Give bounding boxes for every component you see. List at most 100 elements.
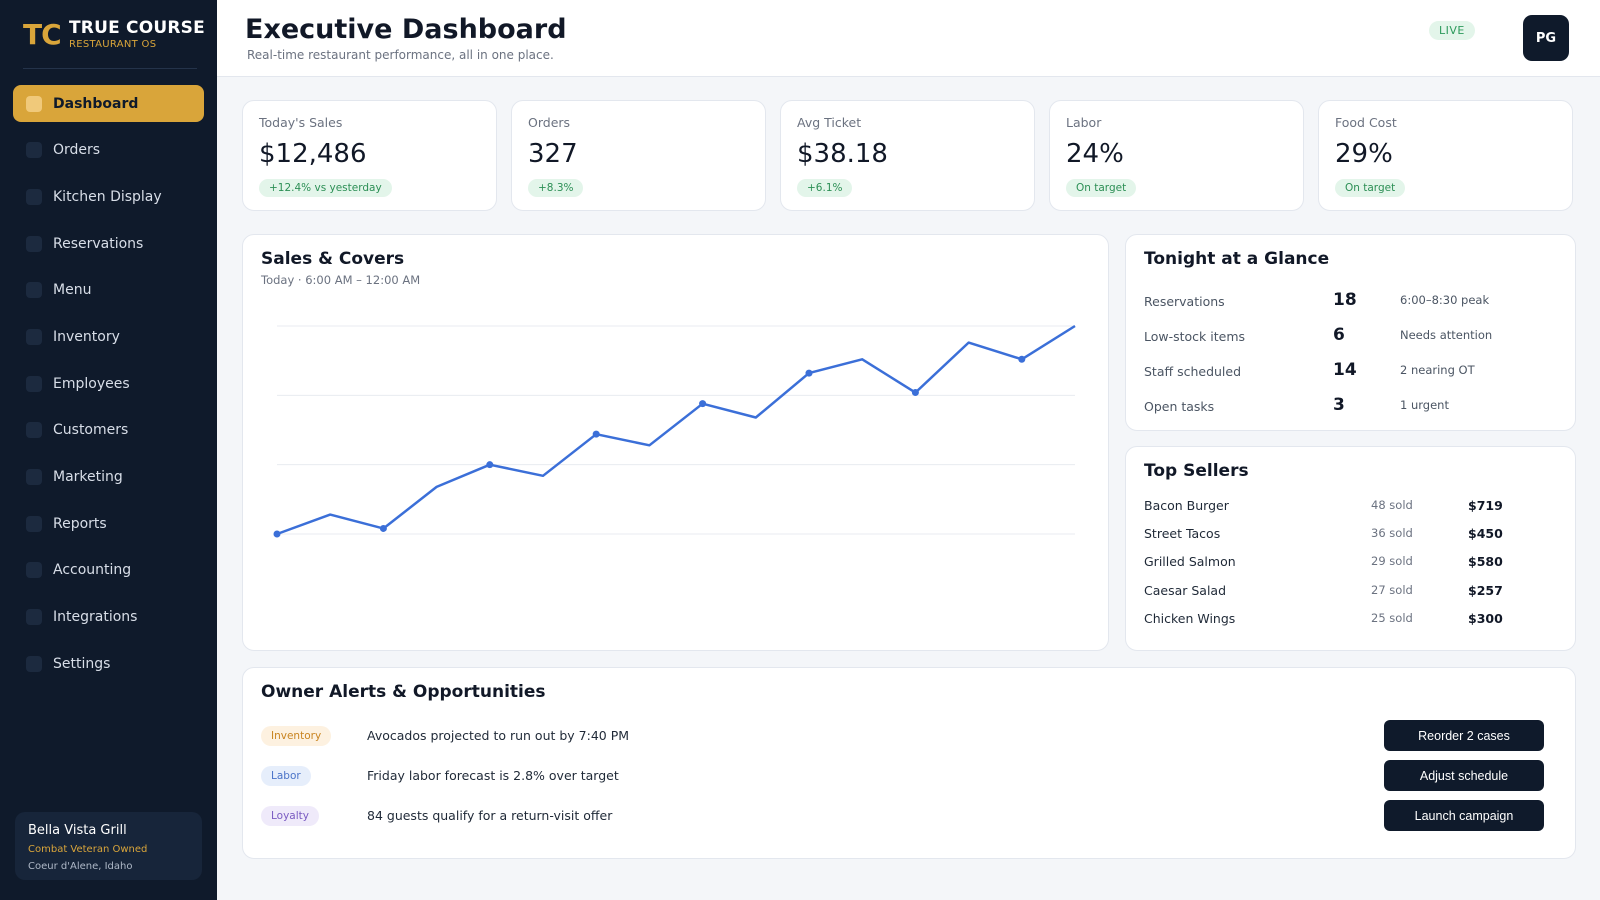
integrations-icon	[26, 609, 42, 626]
alerts-title: Owner Alerts & Opportunities	[261, 682, 546, 702]
dashboard-icon	[26, 95, 42, 112]
glance-label: Staff scheduled	[1144, 364, 1242, 379]
kpi-status-badge: On target	[1335, 179, 1406, 197]
sidebar: TC TRUE COURSE RESTAURANT OS Dashboard O…	[0, 0, 217, 900]
glance-label: Reservations	[1144, 294, 1225, 309]
kpi-label: Today's Sales	[259, 115, 343, 130]
sidebar-item-label: Inventory	[53, 328, 120, 345]
adjust-schedule-button[interactable]: Adjust schedule	[1384, 760, 1544, 791]
live-badge: LIVE	[1429, 21, 1475, 40]
glance-note: Needs attention	[1400, 328, 1493, 342]
kpi-card-labor[interactable]: Labor 24% On target	[1049, 100, 1304, 211]
kpi-value: $38.18	[797, 139, 888, 169]
kpi-label: Food Cost	[1335, 115, 1397, 130]
sidebar-item-label: Reservations	[53, 235, 144, 252]
kpi-delta-badge: +12.4% vs yesterday	[259, 179, 392, 197]
reservations-icon	[26, 235, 42, 252]
chart-point[interactable]	[911, 389, 919, 397]
glance-row-reservations[interactable]: Reservations 18 6:00–8:30 peak	[1144, 290, 1554, 312]
kpi-card-avg-ticket[interactable]: Avg Ticket $38.18 +6.1%	[780, 100, 1035, 211]
sidebar-item-dashboard[interactable]: Dashboard	[13, 85, 204, 122]
sales-covers-chart	[273, 324, 1076, 538]
brand-subtitle: RESTAURANT OS	[69, 39, 157, 50]
location-name: Bella Vista Grill	[28, 823, 127, 838]
employees-icon	[26, 375, 42, 392]
chart-point[interactable]	[1018, 355, 1026, 363]
kpi-label: Avg Ticket	[797, 115, 862, 130]
kpi-label: Labor	[1066, 115, 1102, 130]
seller-name: Caesar Salad	[1144, 583, 1227, 598]
chart-point[interactable]	[805, 369, 813, 377]
kpi-delta-badge: +8.3%	[528, 179, 584, 197]
sidebar-item-accounting[interactable]: Accounting	[13, 552, 204, 589]
sidebar-item-menu[interactable]: Menu	[13, 272, 204, 309]
brand-logo: TC	[23, 18, 62, 51]
glance-label: Open tasks	[1144, 399, 1215, 414]
sales-covers-card: Sales & Covers Today · 6:00 AM – 12:00 A…	[242, 234, 1109, 651]
seller-row[interactable]: Grilled Salmon 29 sold $580	[1144, 552, 1544, 572]
sidebar-item-employees[interactable]: Employees	[13, 365, 204, 402]
glance-title: Tonight at a Glance	[1144, 249, 1330, 269]
sidebar-item-integrations[interactable]: Integrations	[13, 599, 204, 636]
orders-icon	[26, 142, 42, 159]
sidebar-item-reservations[interactable]: Reservations	[13, 225, 204, 262]
seller-row[interactable]: Caesar Salad 27 sold $257	[1144, 581, 1544, 601]
marketing-icon	[26, 469, 42, 485]
chart-point[interactable]	[592, 430, 600, 438]
alert-row-inventory: Inventory Avocados projected to run out …	[261, 722, 1561, 752]
seller-amount: $580	[1468, 554, 1503, 569]
kpi-value: 24%	[1066, 139, 1124, 169]
sidebar-item-label: Accounting	[53, 562, 132, 579]
alert-tag: Labor	[261, 766, 311, 786]
chart-point[interactable]	[273, 530, 281, 538]
launch-campaign-button[interactable]: Launch campaign	[1384, 800, 1544, 831]
seller-sold: 27 sold	[1371, 583, 1413, 597]
chart-point[interactable]	[699, 400, 707, 408]
kpi-card-food-cost[interactable]: Food Cost 29% On target	[1318, 100, 1573, 211]
chart-title: Sales & Covers	[261, 249, 405, 269]
seller-name: Street Tacos	[1144, 526, 1221, 541]
kpi-card-todays-sales[interactable]: Today's Sales $12,486 +12.4% vs yesterda…	[242, 100, 497, 211]
glance-row-low-stock[interactable]: Low-stock items 6 Needs attention	[1144, 325, 1554, 347]
kpi-status-badge: On target	[1066, 179, 1137, 197]
seller-amount: $300	[1468, 611, 1503, 626]
sidebar-item-reports[interactable]: Reports	[13, 505, 204, 542]
sidebar-item-orders[interactable]: Orders	[13, 132, 204, 169]
reorder-button[interactable]: Reorder 2 cases	[1384, 720, 1544, 751]
seller-row[interactable]: Bacon Burger 48 sold $719	[1144, 496, 1544, 516]
chart-point[interactable]	[486, 461, 494, 469]
chart-point[interactable]	[379, 524, 387, 532]
accounting-icon	[26, 562, 42, 579]
alert-row-loyalty: Loyalty 84 guests qualify for a return-v…	[261, 802, 1561, 832]
customers-icon	[26, 422, 42, 439]
sidebar-item-label: Menu	[53, 282, 92, 299]
location-card[interactable]: Bella Vista Grill Combat Veteran Owned C…	[15, 812, 202, 880]
glance-note: 6:00–8:30 peak	[1400, 293, 1490, 307]
kpi-value: 327	[528, 139, 578, 169]
seller-amount: $257	[1468, 583, 1503, 598]
glance-row-open-tasks[interactable]: Open tasks 3 1 urgent	[1144, 395, 1554, 417]
sidebar-item-label: Reports	[53, 515, 107, 532]
inventory-icon	[26, 328, 42, 345]
sidebar-item-settings[interactable]: Settings	[13, 645, 204, 682]
menu-icon	[26, 282, 42, 299]
brand[interactable]: TC TRUE COURSE RESTAURANT OS	[23, 18, 205, 51]
sidebar-item-marketing[interactable]: Marketing	[13, 459, 204, 496]
sidebar-item-customers[interactable]: Customers	[13, 412, 204, 449]
sidebar-item-inventory[interactable]: Inventory	[13, 318, 204, 355]
avatar[interactable]: PG	[1523, 15, 1569, 61]
seller-row[interactable]: Chicken Wings 25 sold $300	[1144, 609, 1544, 629]
sidebar-item-kitchen-display[interactable]: Kitchen Display	[13, 178, 204, 215]
seller-sold: 48 sold	[1371, 498, 1413, 512]
brand-divider	[23, 68, 197, 69]
sidebar-item-label: Kitchen Display	[53, 188, 162, 205]
sidebar-item-label: Marketing	[53, 469, 123, 485]
glance-row-staff[interactable]: Staff scheduled 14 2 nearing OT	[1144, 360, 1554, 382]
seller-row[interactable]: Street Tacos 36 sold $450	[1144, 524, 1544, 544]
seller-name: Bacon Burger	[1144, 498, 1229, 513]
chart-series-line	[276, 324, 1076, 536]
glance-value: 14	[1333, 360, 1357, 380]
glance-value: 6	[1333, 325, 1345, 345]
kpi-card-orders[interactable]: Orders 327 +8.3%	[511, 100, 766, 211]
glance-card: Tonight at a Glance Reservations 18 6:00…	[1125, 234, 1576, 431]
